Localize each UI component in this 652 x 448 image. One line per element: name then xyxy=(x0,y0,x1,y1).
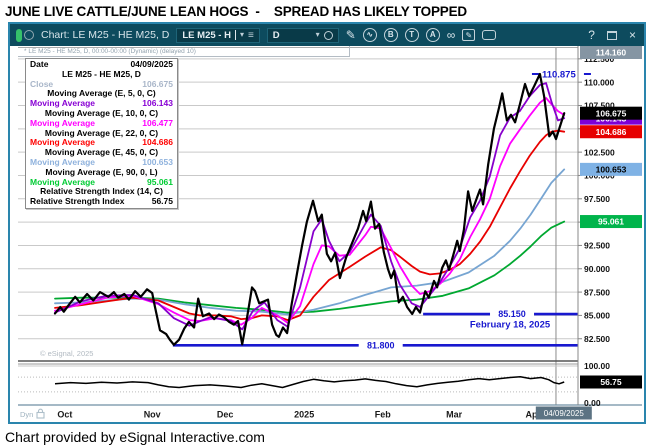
chart-toolbar: Chart: LE M25 - HE M25, D LE M25 - H ▾ ≡… xyxy=(10,24,644,46)
svg-text:81.800: 81.800 xyxy=(367,340,395,350)
page-title: JUNE LIVE CATTLE/JUNE LEAN HOGS - SPREAD… xyxy=(5,4,467,19)
attribution-caption: Chart provided by eSignal Interactive.co… xyxy=(5,429,265,445)
legend-row: Moving Average (E, 22, 0, C) xyxy=(44,127,159,138)
svg-text:Nov: Nov xyxy=(144,410,161,420)
legend-row: Moving Average 104.686 xyxy=(30,137,173,148)
svg-text:110.875: 110.875 xyxy=(542,69,577,80)
chevron-down-icon[interactable]: ▾ xyxy=(239,30,244,39)
svg-text:Dyn: Dyn xyxy=(20,410,33,419)
svg-text:110.000: 110.000 xyxy=(584,77,615,87)
svg-text:Feb: Feb xyxy=(375,410,392,420)
svg-text:February 18, 2025: February 18, 2025 xyxy=(470,320,551,331)
chevron-down-icon[interactable]: ▾ xyxy=(315,30,320,39)
legend-row: Moving Average (E, 90, 0, L) xyxy=(45,166,158,177)
series-close[interactable] xyxy=(53,72,566,346)
menu-icon[interactable]: ≡ xyxy=(247,29,254,41)
svg-text:95.061: 95.061 xyxy=(598,217,624,227)
link-icon[interactable]: ∞ xyxy=(446,28,456,42)
legend-row: Moving Average 106.143 xyxy=(30,98,173,109)
symbol-input[interactable]: LE M25 - H ▾ ≡ xyxy=(176,27,260,43)
legend-row: Moving Average 100.653 xyxy=(30,156,173,167)
symbol-value: LE M25 - H xyxy=(182,29,231,41)
chart-window: Chart: LE M25 - HE M25, D LE M25 - H ▾ ≡… xyxy=(8,22,646,424)
interval-input[interactable]: D ▾ xyxy=(266,27,339,43)
svg-text:97.500: 97.500 xyxy=(584,194,610,204)
svg-text:Dec: Dec xyxy=(217,410,234,420)
axis-badge xyxy=(580,125,642,139)
close-button[interactable]: × xyxy=(628,28,636,42)
chart-body: * LE M25 - HE M25, D, 00:00-00:00 (Dynam… xyxy=(10,46,644,422)
copyright-watermark: © eSignal, 2025 xyxy=(40,349,94,358)
svg-text:100.00: 100.00 xyxy=(584,361,610,371)
legend-row: Date 04/09/2025 xyxy=(30,59,173,69)
svg-text:Oct: Oct xyxy=(57,410,72,420)
svg-text:Mar: Mar xyxy=(446,410,463,420)
legend-row: Moving Average 106.477 xyxy=(30,117,173,128)
clock-icon[interactable] xyxy=(323,30,333,40)
svg-text:92.500: 92.500 xyxy=(584,241,610,251)
legend-row: Moving Average (E, 10, 0, C) xyxy=(44,107,159,118)
chat-bubble-icon[interactable] xyxy=(482,30,497,40)
legend-row: Moving Average (E, 5, 0, C) xyxy=(47,88,156,99)
restore-window-button[interactable] xyxy=(606,30,617,40)
svg-text:106.675: 106.675 xyxy=(596,108,627,118)
help-button[interactable]: ? xyxy=(588,28,595,42)
axis-badge xyxy=(580,162,642,176)
svg-text:114.160: 114.160 xyxy=(596,48,627,58)
legend-row: Moving Average (E, 45, 0, C) xyxy=(44,147,159,158)
bar-type-icon[interactable]: B xyxy=(383,28,398,42)
interval-value: D xyxy=(272,29,280,41)
svg-text:Apr: Apr xyxy=(525,410,541,420)
svg-text:87.500: 87.500 xyxy=(584,287,610,297)
svg-text:104.686: 104.686 xyxy=(596,127,627,137)
svg-text:102.500: 102.500 xyxy=(584,147,615,157)
chart-title: Chart: LE M25 - HE M25, D xyxy=(41,29,170,41)
legend-row: Moving Average 95.061 xyxy=(30,176,173,187)
svg-text:2025: 2025 xyxy=(294,410,314,420)
svg-text:107.500: 107.500 xyxy=(584,101,615,111)
svg-text:90.000: 90.000 xyxy=(584,264,610,274)
svg-text:56.75: 56.75 xyxy=(600,377,622,387)
data-window-legend: Date 04/09/2025 LE M25 - HE M25, D Close 106… xyxy=(25,58,178,209)
esignal-logo-icon xyxy=(16,28,34,42)
date-badge xyxy=(535,406,592,420)
padlock-icon xyxy=(36,411,45,419)
draw-pencil-icon[interactable]: ✎ xyxy=(345,28,356,42)
svg-text:0.00: 0.00 xyxy=(584,398,601,408)
series-ema-22[interactable] xyxy=(54,129,566,322)
series-rsi xyxy=(54,375,565,389)
svg-text:85.000: 85.000 xyxy=(584,311,610,321)
studies-wave-icon[interactable]: ∿ xyxy=(362,28,377,42)
series-descriptor: * LE M25 - HE M25, D, 00:00-00:00 (Dynam… xyxy=(18,46,350,57)
notes-icon[interactable]: ✎ xyxy=(462,29,476,41)
text-tool-icon[interactable]: T xyxy=(404,28,419,42)
legend-row: Close 106.675 xyxy=(30,78,173,89)
time-axis[interactable]: Dyn Oct Nov Dec 2025 Feb Mar Apr 04/09/2025 xyxy=(20,406,592,420)
text-cursor xyxy=(234,30,236,40)
annotation-icon[interactable]: A xyxy=(425,28,440,42)
axis-badge xyxy=(580,106,642,120)
rsi-panel[interactable] xyxy=(18,365,578,393)
svg-text:112.500: 112.500 xyxy=(584,54,615,64)
svg-text:82.500: 82.500 xyxy=(584,334,610,344)
legend-row: Relative Strength Index (14, C) xyxy=(40,186,163,197)
series-ema-5[interactable] xyxy=(54,82,566,331)
price-axis[interactable]: 112.500110.000107.500105.000102.500100.0… xyxy=(577,46,642,408)
legend-row: Relative Strength Index 56.75 xyxy=(30,196,173,207)
svg-text:100.653: 100.653 xyxy=(596,165,627,175)
svg-text:85.150: 85.150 xyxy=(498,309,526,319)
legend-row: LE M25 - HE M25, D xyxy=(62,68,141,79)
axis-badge xyxy=(580,215,642,229)
svg-text:04/09/2025: 04/09/2025 xyxy=(544,409,585,418)
